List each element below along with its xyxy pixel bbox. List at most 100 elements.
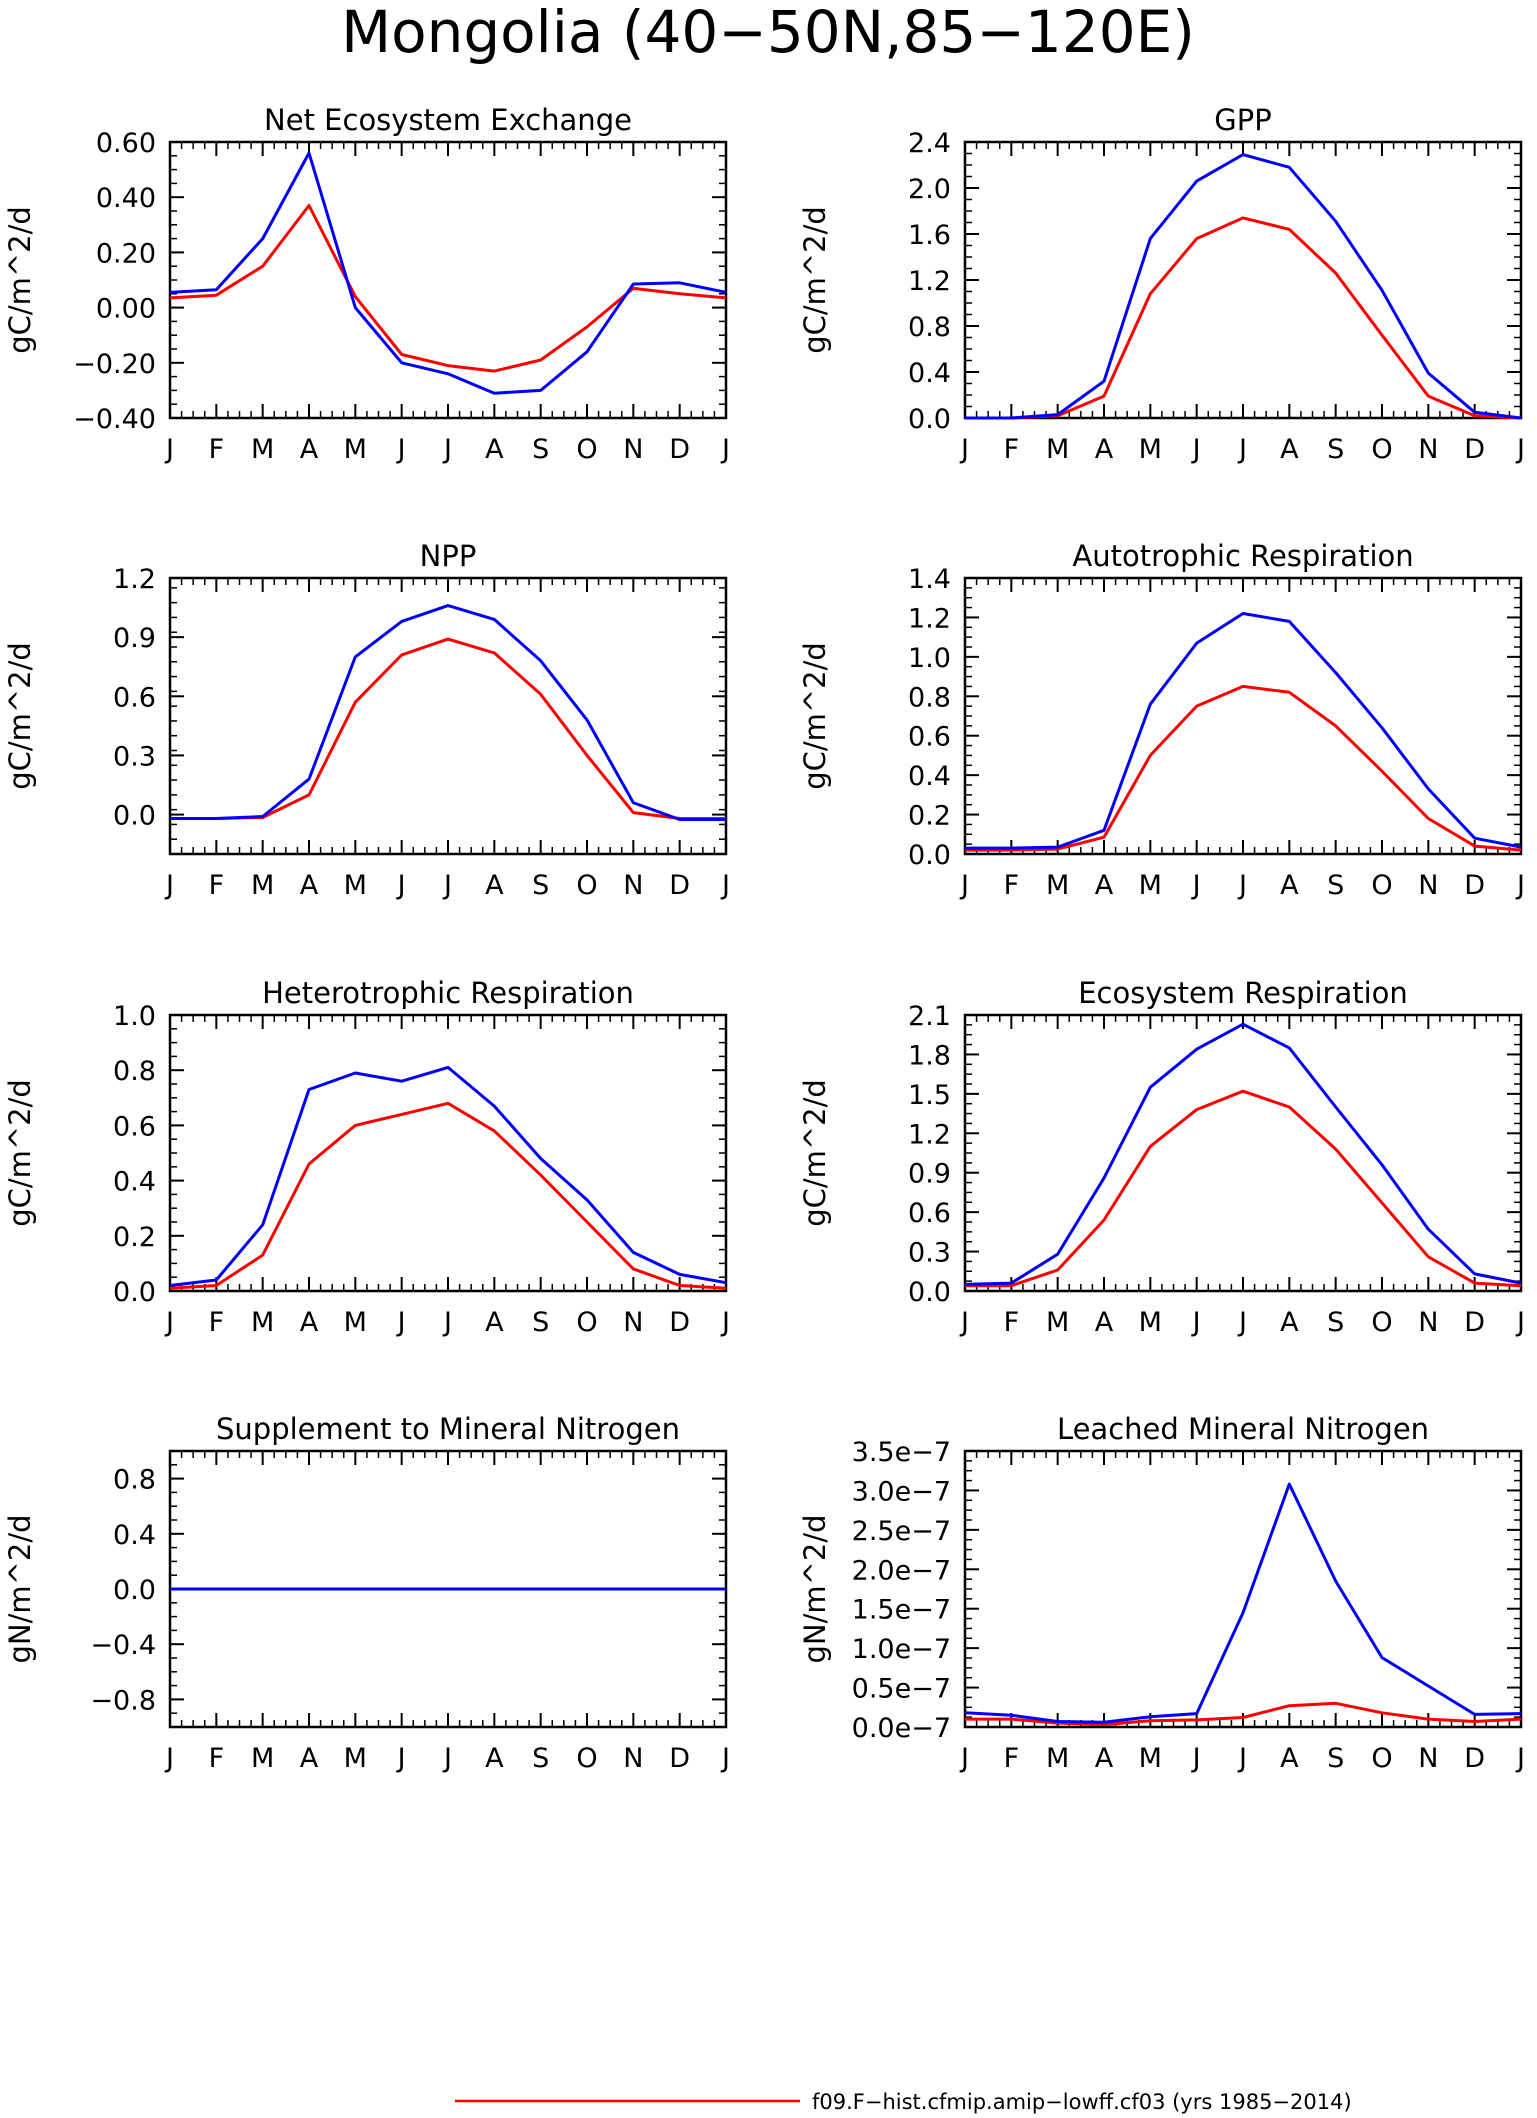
panel-0-ytick-label: −0.20 [73, 349, 156, 380]
panel-4-xtick-label: O [576, 1307, 597, 1338]
panel-6-xtick-label: M [344, 1743, 367, 1774]
panel-0-ytick-label: 0.00 [96, 294, 156, 325]
panel-7-ytick-label: 2.0e−7 [852, 1555, 951, 1586]
panel-4-xtick-label: D [669, 1307, 690, 1338]
panel-1-frame [963, 140, 1523, 420]
panel-4-xtick-label: M [344, 1307, 367, 1338]
panel-5-xtick-label: M [1139, 1307, 1162, 1338]
panel-7-ytick-label: 0.5e−7 [852, 1674, 951, 1705]
panel-7-xtick-label: N [1418, 1743, 1438, 1774]
panel-2-xtick-label: D [669, 870, 690, 901]
panel-0-xtick-label: M [251, 434, 274, 465]
panel-1-series-blue [965, 153, 1522, 420]
panel-7-ytick-label: 3.0e−7 [852, 1476, 951, 1507]
panel-3-ytick-label: 0.0 [908, 840, 951, 871]
panel-2-xtick-label: F [209, 870, 225, 901]
panel-0-ytick-label: −0.40 [73, 404, 156, 435]
panel-7-xtick-label: A [1280, 1743, 1299, 1774]
panel-6-ylabel: gN/m^2/d [3, 1514, 37, 1663]
panel-3-xtick-label: S [1327, 870, 1344, 901]
panel-3-xtick-label: J [1191, 870, 1201, 901]
panel-1-xtick-label: J [1191, 434, 1201, 465]
panel-5-xtick-label: O [1371, 1307, 1392, 1338]
panel-1-xtick-label: J [1515, 434, 1525, 465]
panel-4-ytick-label: 0.4 [113, 1167, 156, 1198]
panel-1-ytick-label: 1.6 [908, 220, 951, 251]
panel-7-xtick-label: F [1004, 1743, 1020, 1774]
panel-0-xtick-label: M [344, 434, 367, 465]
panel-7-ytick-label: 1.5e−7 [852, 1595, 951, 1626]
panel-5-ytick-label: 2.1 [908, 1001, 951, 1032]
panel-0-series-red [169, 204, 727, 373]
panel-6-xtick-label: J [442, 1743, 452, 1774]
panel-6-ytick-label: −0.4 [90, 1630, 156, 1661]
panel-7-xtick-label: M [1046, 1743, 1069, 1774]
panel-4-xtick-label: J [164, 1307, 174, 1338]
panel-3-xtick-label: A [1280, 870, 1299, 901]
panel-6-xtick-label: J [720, 1743, 730, 1774]
panel-2-xtick-label: J [164, 870, 174, 901]
panel-5-xtick-label: A [1095, 1307, 1114, 1338]
panel-7-ytick-label: 3.5e−7 [852, 1437, 951, 1468]
panel-0-xtick-label: J [396, 434, 406, 465]
panel-7-xtick-label: J [959, 1743, 969, 1774]
panel-5-series-red [965, 1089, 1522, 1288]
panel-1-xtick-label: M [1046, 434, 1069, 465]
panel-5-frame [963, 1013, 1523, 1293]
panel-1-ytick-label: 1.2 [908, 266, 951, 297]
panel-2-xtick-label: A [485, 870, 504, 901]
panel-3-ytick-label: 1.2 [908, 603, 951, 634]
panel-1-xtick-label: N [1418, 434, 1438, 465]
panel-3-ytick-label: 1.0 [908, 643, 951, 674]
panel-3-xtick-label: J [1515, 870, 1525, 901]
panel-2-series-blue [170, 604, 726, 821]
panel-6-xtick-label: A [485, 1743, 504, 1774]
panel-3-xtick-label: D [1464, 870, 1485, 901]
panel-2-ytick-label: 0.6 [113, 682, 156, 713]
panel-0-xtick-label: D [669, 434, 690, 465]
panel-7-xtick-label: O [1371, 1743, 1392, 1774]
panel-6-xtick-label: J [164, 1743, 174, 1774]
panel-4-xtick-label: A [485, 1307, 504, 1338]
panel-2-ytick-label: 0.3 [113, 741, 156, 772]
panel-1-xtick-label: J [1237, 434, 1247, 465]
panel-4-xtick-label: J [720, 1307, 730, 1338]
panel-1-xtick-label: A [1095, 434, 1114, 465]
panel-5-xtick-label: J [1515, 1307, 1525, 1338]
panel-1-series-red [965, 216, 1522, 420]
panel-7-series-red [965, 1701, 1522, 1727]
panel-3-series-blue [965, 612, 1522, 850]
panel-7-xtick-label: J [1515, 1743, 1525, 1774]
panel-1-xtick-label: S [1327, 434, 1344, 465]
panel-5-xtick-label: S [1327, 1307, 1344, 1338]
panel-1-ytick-label: 0.4 [908, 358, 951, 389]
panel-4-xtick-label: J [442, 1307, 452, 1338]
panel-6-ytick-label: 0.4 [113, 1520, 156, 1551]
panel-3-ylabel: gC/m^2/d [798, 642, 832, 790]
panel-5-title: Ecosystem Respiration [1078, 976, 1408, 1010]
panel-3-xtick-label: J [1237, 870, 1247, 901]
panel-6-xtick-label: J [396, 1743, 406, 1774]
panel-3-ytick-label: 0.4 [908, 761, 951, 792]
panel-2-xtick-label: A [300, 870, 319, 901]
panel-2-ytick-label: 0.9 [113, 623, 156, 654]
panel-2-xtick-label: N [623, 870, 643, 901]
panel-0-frame [168, 140, 728, 420]
panel-5-ytick-label: 0.0 [908, 1277, 951, 1308]
panel-0-xtick-label: N [623, 434, 643, 465]
panel-0-ytick-label: 0.40 [96, 183, 156, 214]
panel-4-ytick-label: 0.0 [113, 1277, 156, 1308]
panel-0-xtick-label: A [300, 434, 319, 465]
panel-5-ylabel: gC/m^2/d [798, 1079, 832, 1227]
panel-4-xtick-label: A [300, 1307, 319, 1338]
panel-7-ytick-label: 0.0e−7 [852, 1713, 951, 1744]
panel-1-title: GPP [1214, 103, 1271, 137]
panel-1-xtick-label: J [959, 434, 969, 465]
panel-1-ytick-label: 0.8 [908, 312, 951, 343]
panel-2-xtick-label: M [344, 870, 367, 901]
